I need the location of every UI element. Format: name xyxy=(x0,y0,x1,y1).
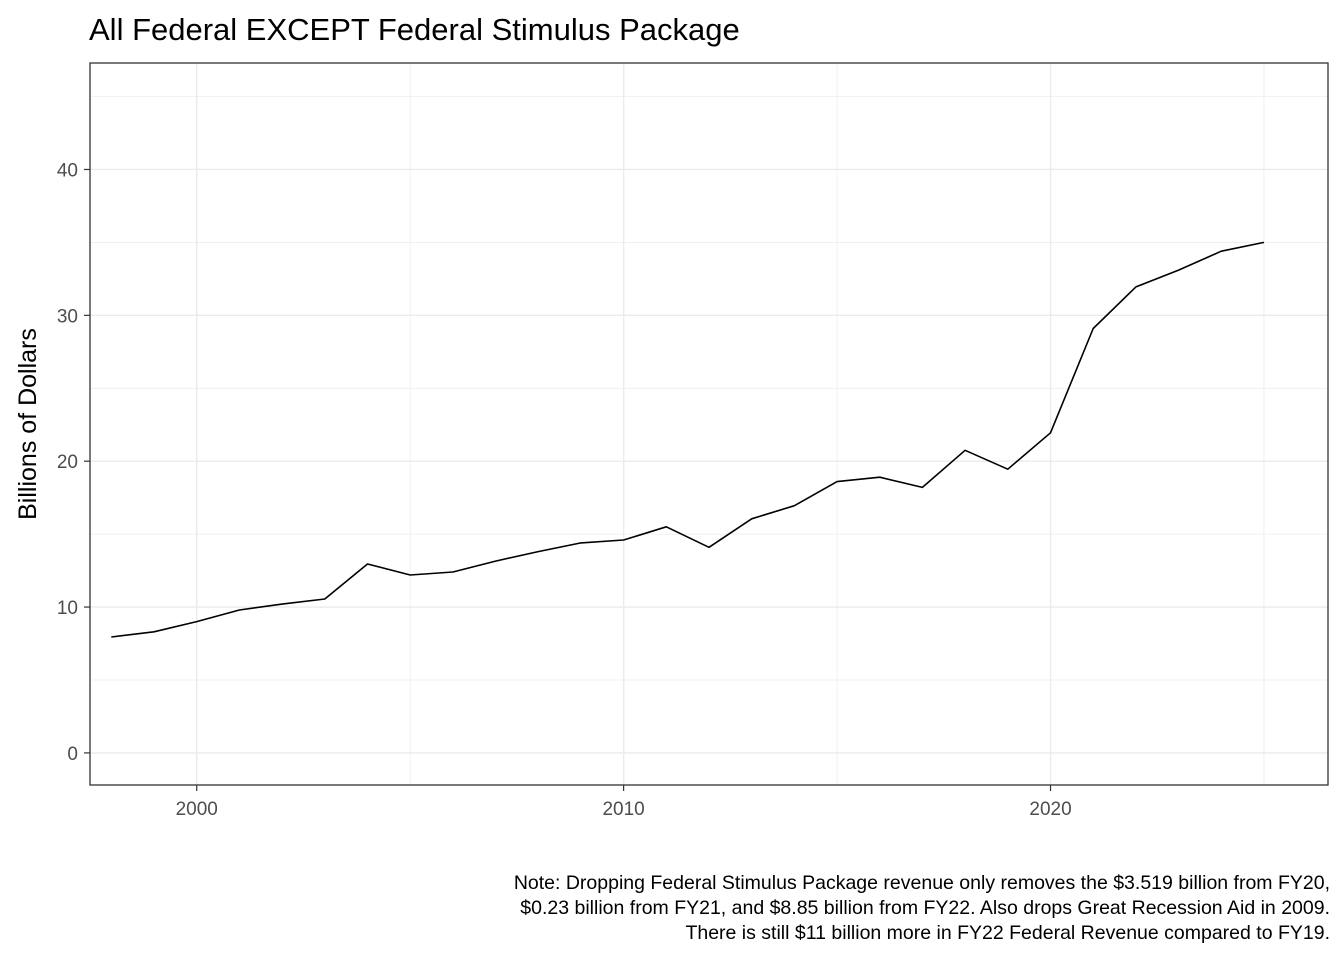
footnote-line: There is still $11 billion more in FY22 … xyxy=(685,922,1330,944)
x-axis: 2000 2010 2020 xyxy=(176,785,1072,820)
y-tick-label: 0 xyxy=(67,744,78,765)
footnote-line: $0.23 billion from FY21, and $8.85 billi… xyxy=(520,897,1330,919)
x-tick-label: 2000 xyxy=(176,799,218,820)
y-tick-label: 40 xyxy=(57,160,78,181)
x-tick-label: 2020 xyxy=(1029,799,1071,820)
chart-title: All Federal EXCEPT Federal Stimulus Pack… xyxy=(89,12,740,47)
footnote-line: Note: Dropping Federal Stimulus Package … xyxy=(513,872,1330,894)
plot-border xyxy=(89,62,1329,786)
series-line xyxy=(111,241,1265,638)
y-axis-label: Billions of Dollars xyxy=(14,328,42,520)
y-axis: 0 10 20 30 40 xyxy=(57,160,90,765)
minor-grid xyxy=(90,63,1328,785)
y-tick-label: 30 xyxy=(57,306,78,327)
footnote: Note: Dropping Federal Stimulus Package … xyxy=(330,871,1330,946)
plot-background xyxy=(90,63,1328,785)
major-grid xyxy=(90,63,1328,785)
y-tick-label: 10 xyxy=(57,598,78,619)
y-tick-label: 20 xyxy=(57,452,78,473)
x-tick-label: 2010 xyxy=(602,799,644,820)
